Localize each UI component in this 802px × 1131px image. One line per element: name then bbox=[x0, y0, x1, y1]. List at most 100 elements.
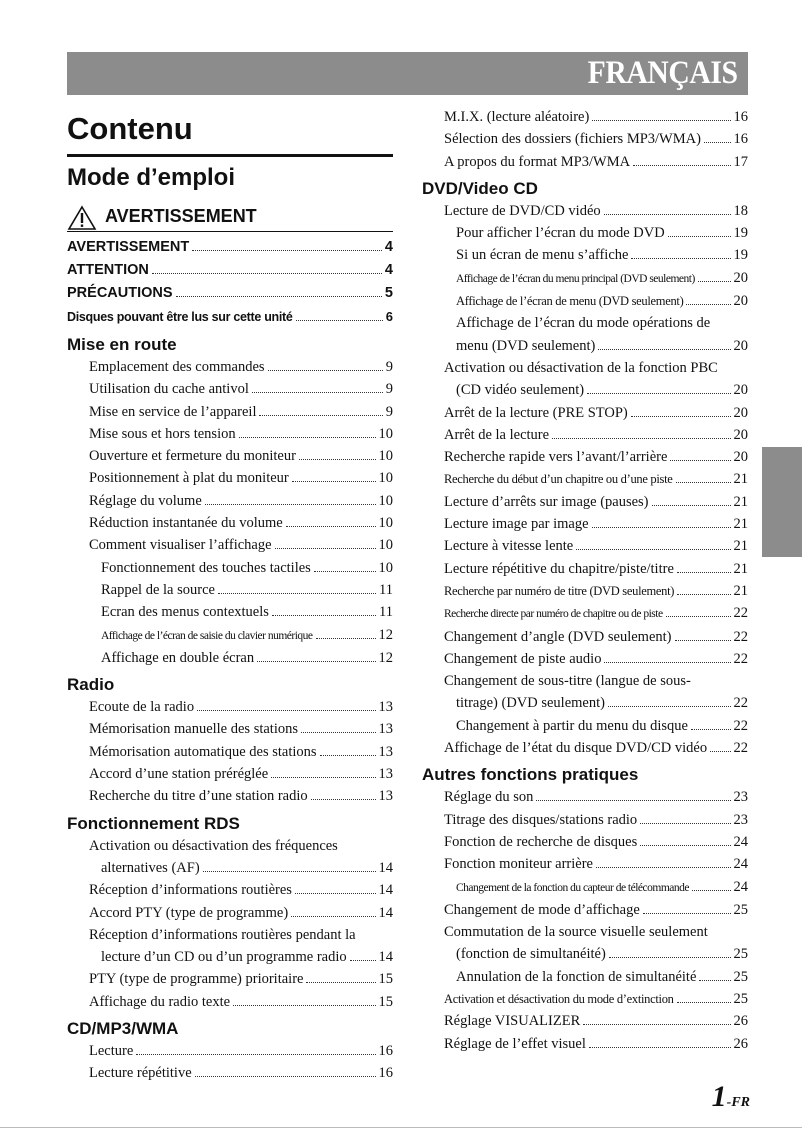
toc-entry-title: Affichage de l’état du disque DVD/CD vid… bbox=[444, 740, 708, 757]
toc-entry-title: AVERTISSEMENT bbox=[67, 239, 190, 255]
toc-entry: Affichage du radio texte 15 bbox=[67, 991, 393, 1013]
toc-entry-title: Réglage de l’effet visuel bbox=[444, 1035, 586, 1052]
toc-entry-title: A propos du format MP3/WMA bbox=[444, 153, 631, 170]
toc-entry: (fonction de simultanéité) 25 bbox=[422, 943, 748, 965]
dot-leader bbox=[238, 436, 376, 438]
dot-leader bbox=[151, 273, 382, 274]
toc-entry: A propos du format MP3/WMA 17 bbox=[422, 151, 748, 173]
dot-leader bbox=[285, 526, 376, 528]
toc-entry-page: 15 bbox=[378, 971, 394, 988]
dot-leader bbox=[710, 751, 731, 753]
toc-entry-page: 25 bbox=[733, 901, 749, 918]
toc-entry-page: 24 bbox=[733, 856, 749, 873]
toc-entry: Réglage de l’effet visuel 26 bbox=[422, 1033, 748, 1055]
toc-entry-page: 9 bbox=[385, 381, 393, 398]
language-label: FRANÇAIS bbox=[588, 55, 738, 91]
toc-entry-page: 21 bbox=[733, 493, 749, 510]
dot-leader bbox=[202, 870, 376, 872]
dot-leader bbox=[699, 979, 731, 981]
toc-entry-title: PRÉCAUTIONS bbox=[67, 285, 173, 301]
toc-entry-title: Activation ou désactivation de la foncti… bbox=[444, 359, 718, 376]
toc-entry-title: Activation ou désactivation des fréquenc… bbox=[89, 837, 338, 854]
toc-entry-title: M.I.X. (lecture aléatoire) bbox=[444, 109, 590, 125]
toc-entry-title: Changement à partir du menu du disque bbox=[456, 717, 688, 734]
toc-entry-title: Annulation de la fonction de simultanéit… bbox=[456, 968, 697, 985]
toc-entry-page: 20 bbox=[733, 404, 749, 421]
dot-leader bbox=[587, 393, 731, 395]
dot-leader bbox=[291, 481, 376, 483]
dot-leader bbox=[598, 348, 731, 350]
toc-entry-page: 14 bbox=[378, 882, 394, 899]
toc-entry: Réception d’informations routières penda… bbox=[67, 924, 393, 946]
toc-entry: menu (DVD seulement) 20 bbox=[422, 335, 748, 357]
toc-entry: Changement de sous-titre (langue de sous… bbox=[422, 670, 748, 692]
toc-entry-title: titrage) (DVD seulement) bbox=[456, 695, 605, 712]
dot-leader bbox=[608, 957, 731, 959]
toc-entry-page: 21 bbox=[733, 538, 749, 555]
toc-entry-page: 10 bbox=[378, 537, 394, 554]
toc-entry: Recherche directe par numéro de chapitre… bbox=[422, 602, 748, 625]
toc-entry: Lecture à vitesse lente 21 bbox=[422, 535, 748, 557]
dot-leader bbox=[674, 639, 731, 641]
toc-entry: PTY (type de programme) prioritaire 15 bbox=[67, 968, 393, 990]
toc-entry: Activation et désactivation du mode d’ex… bbox=[422, 988, 748, 1010]
toc-entry-page: 20 bbox=[733, 382, 749, 399]
toc-entry-title: Affichage de l’écran de menu (DVD seulem… bbox=[456, 294, 684, 309]
dot-leader bbox=[676, 1001, 731, 1003]
dot-leader bbox=[204, 503, 376, 505]
toc-entry: Lecture d’arrêts sur image (pauses) 21 bbox=[422, 491, 748, 513]
toc-entry: Affichage de l’écran de menu (DVD seulem… bbox=[422, 290, 748, 312]
dot-leader bbox=[667, 236, 731, 238]
toc-entry-title: Fonctionnement des touches tactiles bbox=[101, 559, 311, 576]
toc-entry-title: Lecture d’arrêts sur image (pauses) bbox=[444, 493, 649, 510]
dot-leader bbox=[259, 414, 383, 416]
toc-entry: lecture d’un CD ou d’un programme radio 1… bbox=[67, 946, 393, 968]
bottom-divider bbox=[0, 1127, 802, 1128]
toc-entry-title: Titrage des disques/stations radio bbox=[444, 811, 638, 828]
toc-entry: Si un écran de menu s’affiche 19 bbox=[422, 244, 748, 266]
toc-entry-title: Réglage du son bbox=[444, 789, 534, 806]
toc-entry-page: 22 bbox=[733, 628, 749, 645]
dot-leader bbox=[670, 460, 731, 462]
dot-leader bbox=[136, 1054, 376, 1056]
toc-entry-page: 12 bbox=[378, 649, 394, 666]
toc-entry-page: 16 bbox=[733, 131, 749, 148]
toc-list-left: AVERTISSEMENT 4 ATTENTION 4 PRÉCAUTIONS 5 Disq… bbox=[67, 236, 393, 1085]
toc-entry-title: Recherche rapide vers l’avant/l’arrière bbox=[444, 449, 668, 466]
toc-entry-page: 20 bbox=[733, 293, 749, 310]
warning-heading-text: AVERTISSEMENT bbox=[105, 206, 257, 226]
toc-entry-page: 26 bbox=[733, 1035, 749, 1052]
toc-section-heading: Autres fonctions pratiques bbox=[422, 765, 639, 785]
dot-leader bbox=[175, 296, 382, 297]
toc-entry-title: Pour afficher l’écran du mode DVD bbox=[456, 225, 665, 242]
toc-entry: Rappel de la source 11 bbox=[67, 579, 393, 601]
toc-entry-page: 19 bbox=[733, 247, 749, 264]
toc-entry-page: 6 bbox=[385, 309, 393, 324]
toc-entry-page: 23 bbox=[733, 789, 749, 806]
toc-entry-title: Affichage de l’écran du menu principal (… bbox=[456, 272, 695, 285]
toc-entry: Changement à partir du menu du disque 22 bbox=[422, 715, 748, 737]
dot-leader bbox=[583, 1024, 731, 1026]
toc-entry-title: ATTENTION bbox=[67, 262, 149, 278]
toc-entry-page: 20 bbox=[733, 269, 749, 286]
toc-entry-title: Sélection des dossiers (fichiers MP3/WMA… bbox=[444, 131, 701, 148]
toc-entry-title: Lecture répétitive bbox=[89, 1065, 192, 1082]
dot-leader bbox=[310, 799, 376, 801]
dot-leader bbox=[257, 660, 376, 662]
toc-entry: Affichage de l’écran de saisie du clavie… bbox=[67, 624, 393, 647]
toc-entry-title: Lecture de DVD/CD vidéo bbox=[444, 202, 601, 219]
toc-entry-title: (CD vidéo seulement) bbox=[456, 382, 585, 399]
dot-leader bbox=[315, 637, 376, 639]
toc-entry-page: 10 bbox=[378, 559, 394, 576]
toc-section-heading: Radio bbox=[67, 675, 115, 695]
toc-entry: Utilisation du cache antivol 9 bbox=[67, 378, 393, 400]
toc-entry-page: 25 bbox=[733, 968, 749, 985]
toc-entry-title: Utilisation du cache antivol bbox=[89, 381, 249, 398]
toc-entry-title: Commutation de la source visuelle seulem… bbox=[444, 924, 708, 941]
toc-entry-title: Ouverture et fermeture du moniteur bbox=[89, 448, 296, 465]
toc-entry-page: 4 bbox=[384, 262, 393, 278]
toc-entry-page: 12 bbox=[378, 626, 394, 643]
toc-entry: Annulation de la fonction de simultanéit… bbox=[422, 966, 748, 988]
toc-entry: Activation ou désactivation de la foncti… bbox=[422, 357, 748, 379]
toc-entry: Recherche rapide vers l’avant/l’arrière 2… bbox=[422, 446, 748, 468]
